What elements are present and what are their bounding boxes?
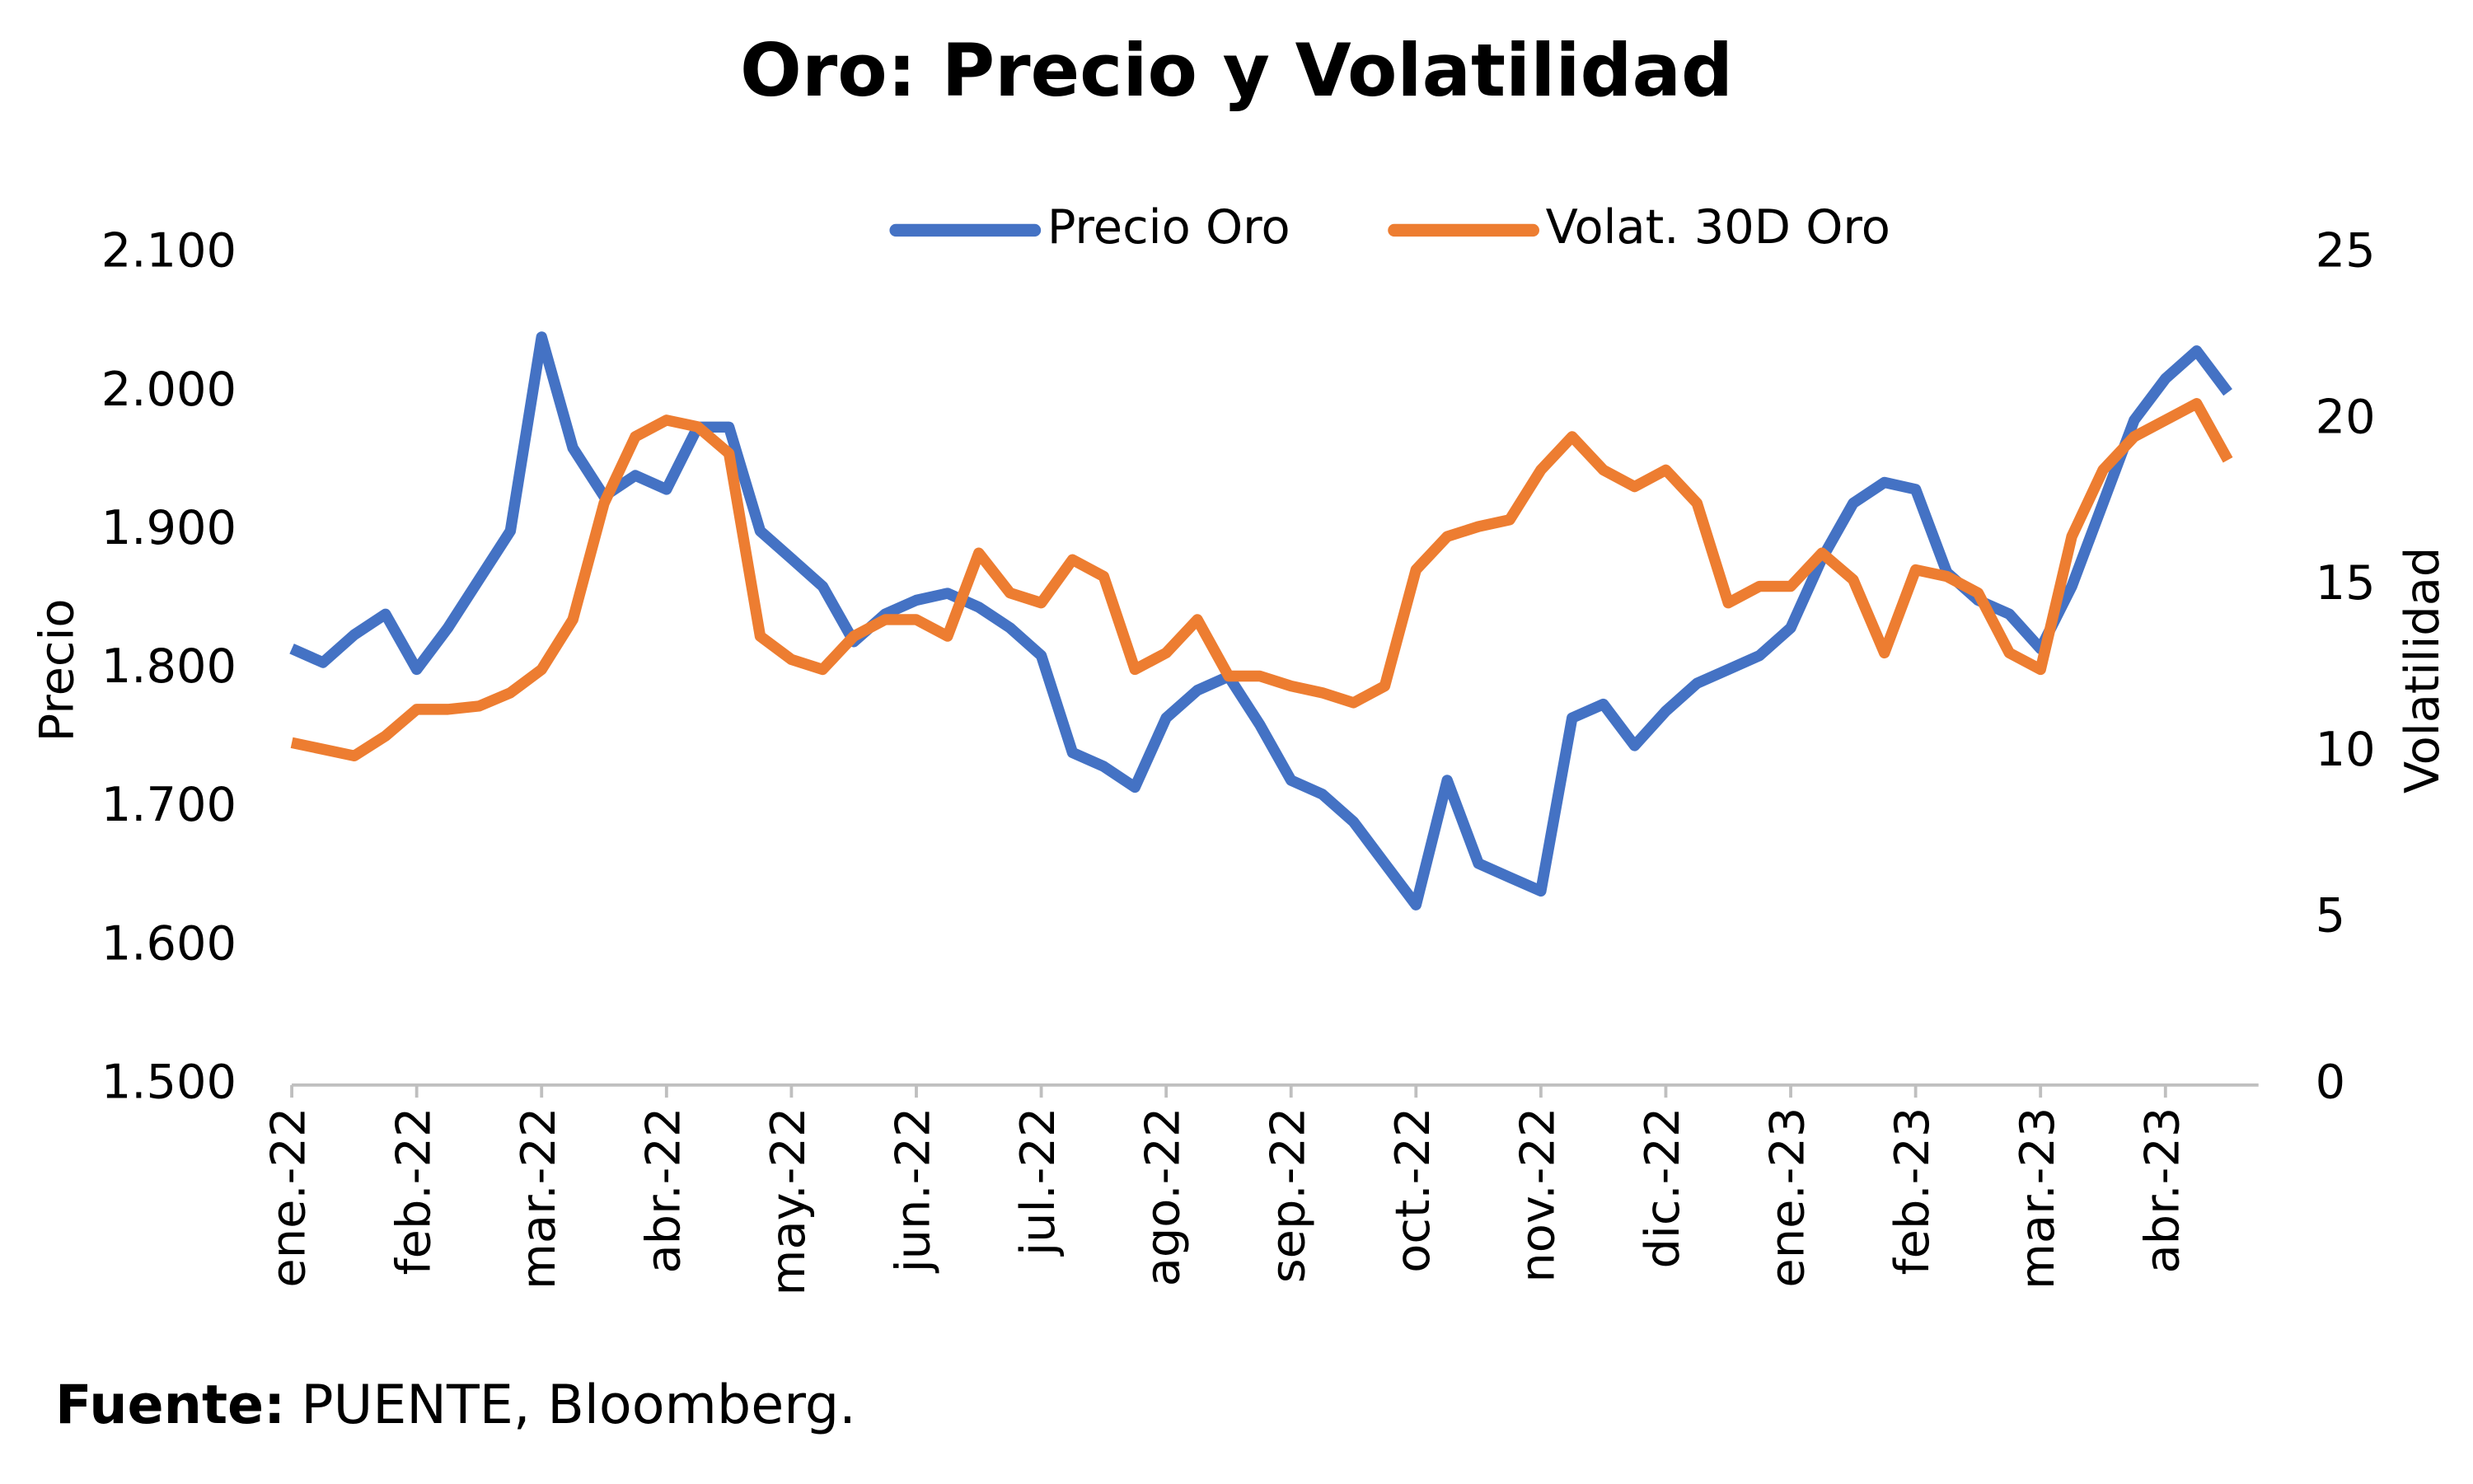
x-tick-label: oct.-22 <box>1385 1107 1440 1273</box>
y2-tick-label: 0 <box>2316 1054 2346 1109</box>
source: Fuente: PUENTE, Bloomberg. <box>55 1374 856 1436</box>
legend-label: Precio Oro <box>1047 199 1290 255</box>
x-tick-label: mar.-22 <box>511 1107 566 1290</box>
y-tick-label: 1.800 <box>101 639 237 694</box>
x-tick-label: feb.-22 <box>386 1107 441 1276</box>
legend-label: Volat. 30D Oro <box>1546 199 1890 255</box>
source-text: PUENTE, Bloomberg. <box>301 1374 855 1436</box>
x-tick-label: feb.-23 <box>1885 1107 1940 1276</box>
y-tick-label: 1.600 <box>101 915 237 971</box>
x-tick-label: mar.-23 <box>2010 1107 2065 1290</box>
x-tick-label: sep.-22 <box>1260 1107 1315 1284</box>
x-tick-label: abr.-22 <box>635 1107 691 1274</box>
y-tick-label: 2.100 <box>101 223 237 279</box>
series-line <box>290 398 2233 762</box>
x-tick-label: ene.-22 <box>261 1107 316 1288</box>
x-tick-label: abr.-23 <box>2134 1107 2190 1274</box>
y-tick-label: 2.000 <box>101 362 237 417</box>
y2-tick-label: 15 <box>2316 555 2376 611</box>
y2-tick-label: 25 <box>2316 223 2376 279</box>
x-tick-label: jun.-22 <box>886 1107 941 1275</box>
x-tick-label: dic.-22 <box>1635 1107 1690 1269</box>
x-tick-label: nov.-22 <box>1510 1107 1565 1283</box>
y-tick-label: 1.900 <box>101 500 237 555</box>
y-axis-label: Precio <box>29 598 84 742</box>
x-tick-label: jul.-22 <box>1010 1107 1066 1257</box>
y2-tick-label: 20 <box>2316 389 2376 444</box>
x-tick-label: ago.-22 <box>1136 1107 1191 1287</box>
y-tick-label: 1.700 <box>101 777 237 832</box>
y-tick-label: 1.500 <box>101 1054 237 1109</box>
series-line <box>289 331 2232 911</box>
x-tick-label: ene.-23 <box>1760 1107 1815 1288</box>
x-tick-label: may.-22 <box>761 1107 816 1296</box>
chart-title: Oro: Precio y Volatilidad <box>740 28 1733 113</box>
y2-tick-label: 10 <box>2316 722 2376 777</box>
y2-axis-label: Volatilidad <box>2395 547 2450 793</box>
source-label: Fuente: <box>55 1374 285 1436</box>
y2-tick-label: 5 <box>2316 888 2346 943</box>
